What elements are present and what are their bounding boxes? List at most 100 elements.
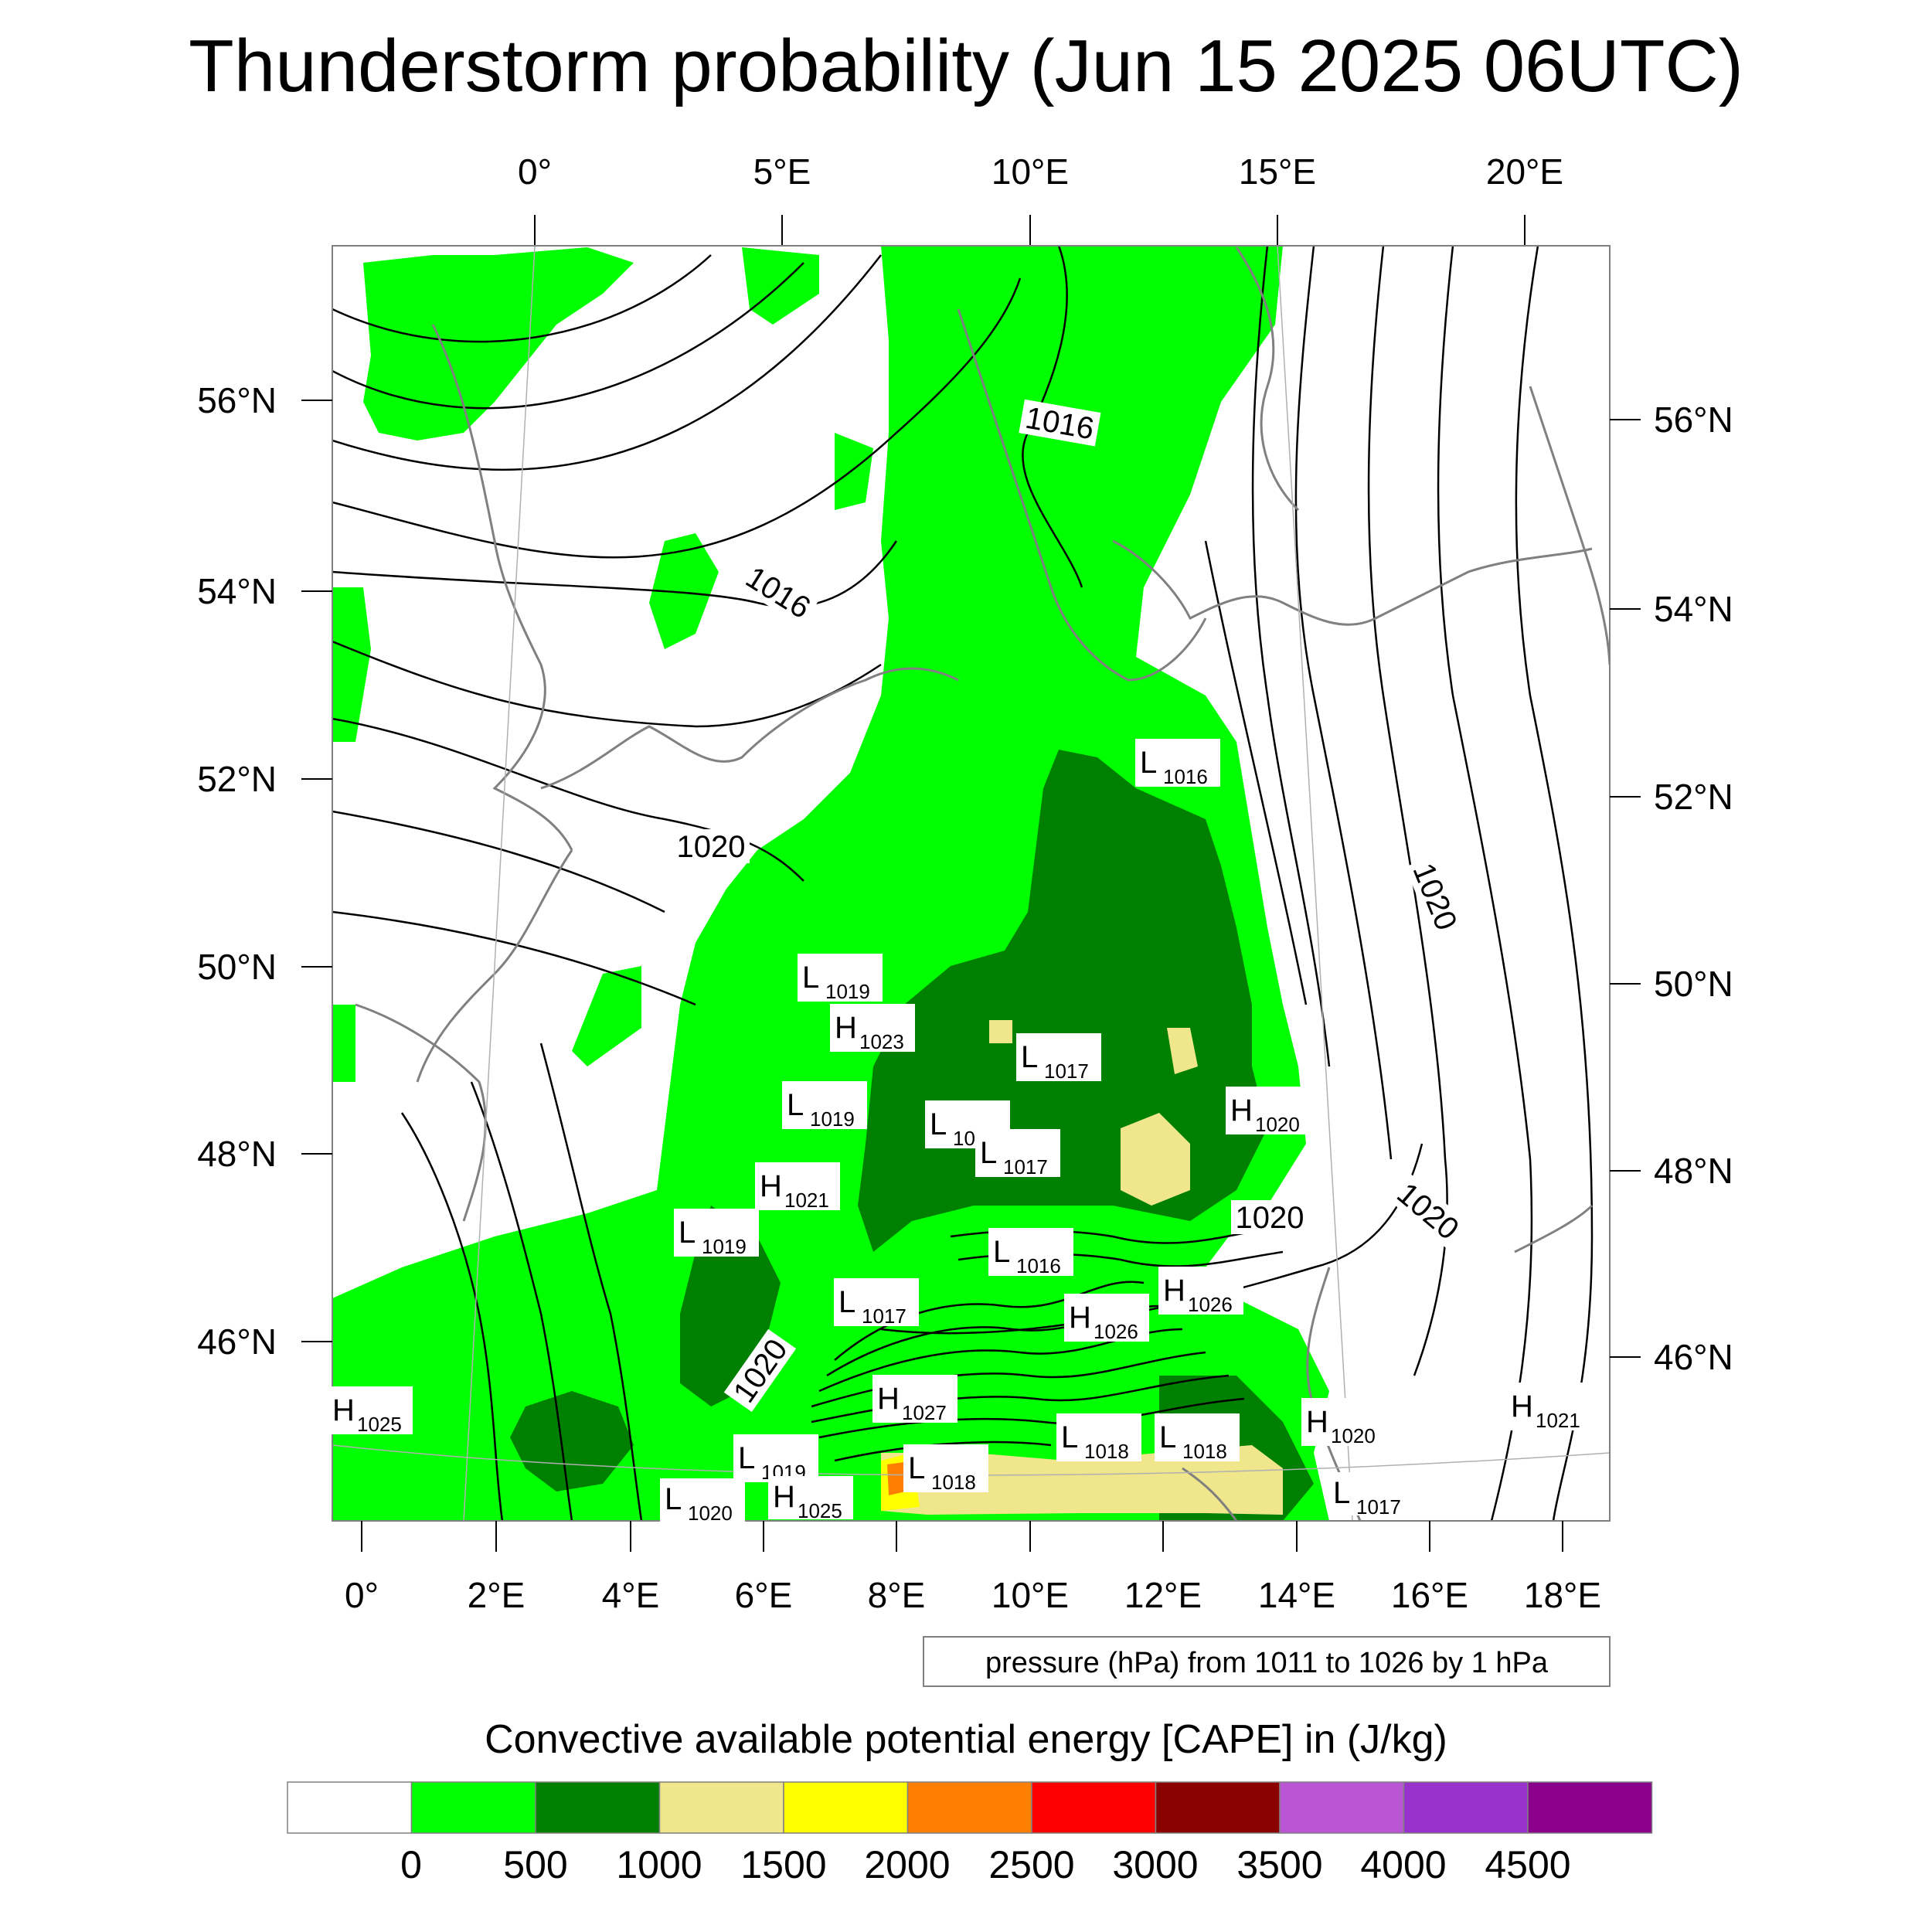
- cape-area-0-500: [835, 433, 873, 510]
- svg-text:1027: 1027: [902, 1401, 947, 1424]
- svg-text:1018: 1018: [1182, 1440, 1227, 1463]
- pressure-system-label: H 1023: [830, 1004, 915, 1053]
- colorbar-swatch: [906, 1781, 1032, 1834]
- isobar-label: 1020: [1236, 1201, 1304, 1235]
- top-lon-label: 10°E: [992, 151, 1069, 192]
- contour-info-box: pressure (hPa) from 1011 to 1026 by 1 hP…: [923, 1636, 1611, 1687]
- svg-text:L: L: [738, 1441, 755, 1475]
- pressure-system-label: H 1020: [1226, 1087, 1311, 1136]
- svg-text:L: L: [665, 1482, 682, 1516]
- right-latitude-axis: 56°N 54°N 52°N 50°N 48°N 46°N: [1610, 400, 1733, 1377]
- cape-area-0-500: [649, 533, 719, 649]
- top-longitude-axis: 0° 5°E 10°E 15°E 20°E: [518, 151, 1563, 246]
- pressure-system-label: H 1025: [768, 1476, 853, 1522]
- colorbar-swatch: [410, 1781, 536, 1834]
- svg-text:1025: 1025: [798, 1499, 842, 1522]
- svg-text:1018: 1018: [1084, 1440, 1129, 1463]
- svg-text:1020: 1020: [688, 1502, 733, 1525]
- colorbar-label: 1500: [740, 1843, 826, 1886]
- colorbar-swatch: [658, 1781, 784, 1834]
- pressure-system-label: H 1027: [872, 1375, 957, 1424]
- svg-text:H: H: [1069, 1301, 1091, 1335]
- svg-text:1019: 1019: [825, 980, 870, 1003]
- svg-text:1020: 1020: [1255, 1113, 1300, 1136]
- svg-text:L: L: [1159, 1420, 1176, 1454]
- colorbar-swatch: [535, 1781, 661, 1834]
- right-lat-label: 46°N: [1654, 1337, 1733, 1377]
- colorbar-label: 2000: [864, 1843, 950, 1886]
- colorbar-label: 2500: [988, 1843, 1074, 1886]
- svg-text:L: L: [802, 961, 819, 995]
- left-lat-label: 56°N: [197, 380, 277, 420]
- svg-text:1016: 1016: [1163, 765, 1208, 788]
- isobar-labels: 1016 1016 1020 1020 1020 1020: [672, 399, 1469, 1412]
- svg-text:H: H: [1163, 1274, 1185, 1308]
- right-lat-label: 54°N: [1654, 589, 1733, 629]
- colorbar-label: 4000: [1360, 1843, 1446, 1886]
- svg-text:L: L: [1021, 1040, 1038, 1074]
- pressure-system-label: H 1025: [328, 1386, 413, 1436]
- colorbar-swatch: [1527, 1781, 1653, 1834]
- colorbar-swatch: [783, 1781, 909, 1834]
- pressure-system-label: L 1016: [988, 1228, 1073, 1277]
- pressure-system-label: L 1018: [1056, 1413, 1141, 1463]
- pressure-system-label: L 1020: [660, 1478, 745, 1525]
- contour-info-text: pressure (hPa) from 1011 to 1026 by 1 hP…: [985, 1647, 1549, 1679]
- bottom-lon-label: 14°E: [1258, 1575, 1335, 1615]
- colorbar-label: 4500: [1485, 1843, 1570, 1886]
- svg-text:L: L: [980, 1136, 997, 1170]
- colorbar-swatch: [1403, 1781, 1529, 1834]
- svg-text:H: H: [773, 1480, 795, 1514]
- left-lat-label: 52°N: [197, 759, 277, 799]
- colorbar-boxes: [287, 1781, 1653, 1834]
- pressure-system-label: L 1017: [975, 1129, 1060, 1179]
- bottom-lon-label: 10°E: [992, 1575, 1069, 1615]
- svg-text:1017: 1017: [1044, 1060, 1089, 1083]
- svg-text:1026: 1026: [1188, 1293, 1233, 1316]
- bottom-lon-label: 8°E: [868, 1575, 926, 1615]
- colorbar-swatch: [1155, 1781, 1281, 1834]
- pressure-system-label: L 1018: [903, 1444, 988, 1494]
- colorbar-title: Convective available potential energy [C…: [485, 1717, 1447, 1762]
- pressure-system-label: L 1017: [1328, 1472, 1413, 1519]
- bottom-lon-label: 4°E: [602, 1575, 660, 1615]
- svg-text:L: L: [1140, 746, 1157, 780]
- colorbar-label: 3500: [1236, 1843, 1322, 1886]
- svg-text:L: L: [1061, 1420, 1078, 1454]
- svg-text:L: L: [930, 1107, 947, 1141]
- top-lon-label: 15°E: [1239, 151, 1316, 192]
- pressure-system-labels: L 1016 L 1019 H 1023 L 1017 L 1019: [328, 739, 1591, 1525]
- pressure-system-label: L 1019: [782, 1081, 867, 1131]
- isobar-label: 1020: [677, 830, 746, 864]
- pressure-system-label: H 1026: [1158, 1267, 1243, 1316]
- svg-text:1020: 1020: [1331, 1424, 1376, 1447]
- cape-area-0-500: [363, 247, 634, 440]
- cape-area-1000-1500: [1167, 1028, 1198, 1074]
- bottom-lon-label: 0°: [345, 1575, 379, 1615]
- bottom-lon-label: 16°E: [1391, 1575, 1468, 1615]
- right-lat-label: 56°N: [1654, 400, 1733, 440]
- bottom-longitude-axis: 0° 2°E 4°E 6°E 8°E 10°E 12°E 14°E 16°E 1…: [345, 1521, 1601, 1615]
- svg-text:1016: 1016: [1016, 1254, 1061, 1277]
- bottom-lon-label: 2°E: [468, 1575, 526, 1615]
- top-lon-label: 5°E: [753, 151, 811, 192]
- cape-area-2000-2500: [887, 1462, 906, 1495]
- colorbar-label: 0: [400, 1843, 422, 1886]
- svg-text:L: L: [1333, 1476, 1350, 1510]
- svg-text:H: H: [332, 1393, 355, 1427]
- cape-area-0-500: [572, 966, 641, 1066]
- svg-text:1017: 1017: [862, 1304, 906, 1328]
- right-lat-label: 48°N: [1654, 1151, 1733, 1191]
- svg-text:H: H: [1306, 1405, 1328, 1439]
- svg-text:L: L: [838, 1285, 855, 1319]
- cape-area-0-500: [332, 587, 371, 742]
- pressure-system-label: H 1021: [1506, 1383, 1591, 1432]
- colorbar: Convective available potential energy [C…: [287, 1717, 1653, 1886]
- left-lat-label: 54°N: [197, 571, 277, 611]
- cape-area-1000-1500: [1121, 1113, 1190, 1206]
- svg-text:1019: 1019: [702, 1235, 747, 1258]
- map-title: Thunderstorm probability (Jun 15 2025 06…: [189, 25, 1743, 107]
- bottom-lon-label: 12°E: [1124, 1575, 1202, 1615]
- pressure-system-label: H 1026: [1064, 1294, 1149, 1343]
